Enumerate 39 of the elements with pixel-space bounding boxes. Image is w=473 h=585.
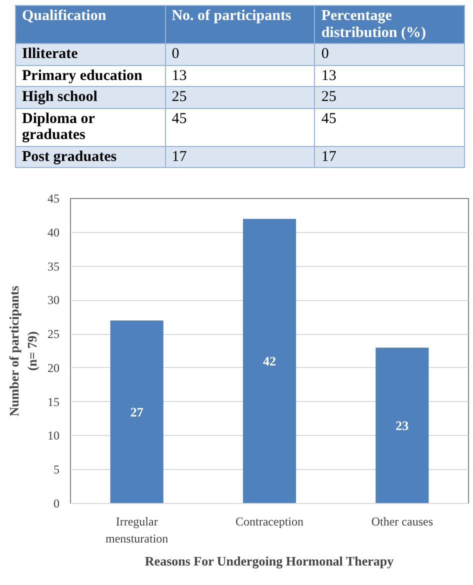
text: High school <box>16 86 166 108</box>
bar <box>242 218 296 504</box>
text: Primary education <box>16 65 166 86</box>
x-tick-label: Contraception <box>236 514 304 528</box>
text: 0 <box>314 44 464 65</box>
text: 13 <box>165 65 315 86</box>
text: 25 <box>165 86 315 108</box>
y-axis-title: Number of participants (n= 79) <box>6 286 40 416</box>
data-label: 42 <box>263 354 276 369</box>
x-axis-title: Reasons For Undergoing Hormonal Therapy <box>144 553 394 568</box>
text: 17 <box>165 146 315 168</box>
y-tick-label: 45 <box>48 192 60 206</box>
y-tick-label: 10 <box>48 428 60 443</box>
y-tick-label: 30 <box>48 293 60 308</box>
y-tick-label: 5 <box>54 462 60 477</box>
y-tick-label: 0 <box>54 496 60 510</box>
text: 45 <box>165 108 315 146</box>
text: 25 <box>314 86 464 108</box>
text: Qualification <box>16 6 166 44</box>
text: 13 <box>314 65 464 86</box>
text: Percentage distribution (%) <box>314 6 464 44</box>
y-tick-label: 35 <box>48 259 60 274</box>
y-tick-label: 25 <box>48 327 60 342</box>
text: No. of participants <box>165 6 315 44</box>
y-tick-label: 40 <box>48 225 60 240</box>
text: 17 <box>314 146 464 168</box>
text: Post graduates <box>16 146 166 168</box>
y-tick-label: 15 <box>48 394 60 409</box>
data-label: 27 <box>130 404 144 420</box>
x-tick-label: Irregular mensturation <box>106 514 168 546</box>
data-label: 23 <box>396 418 410 434</box>
text: 45 <box>314 108 464 146</box>
bar <box>376 348 429 504</box>
bar <box>110 320 164 504</box>
y-tick-label: 20 <box>48 360 60 375</box>
text: Illiterate <box>16 44 166 65</box>
x-tick-label: Other causes <box>371 514 434 528</box>
text: 0 <box>165 44 315 65</box>
text: Diploma or graduates <box>16 108 166 146</box>
